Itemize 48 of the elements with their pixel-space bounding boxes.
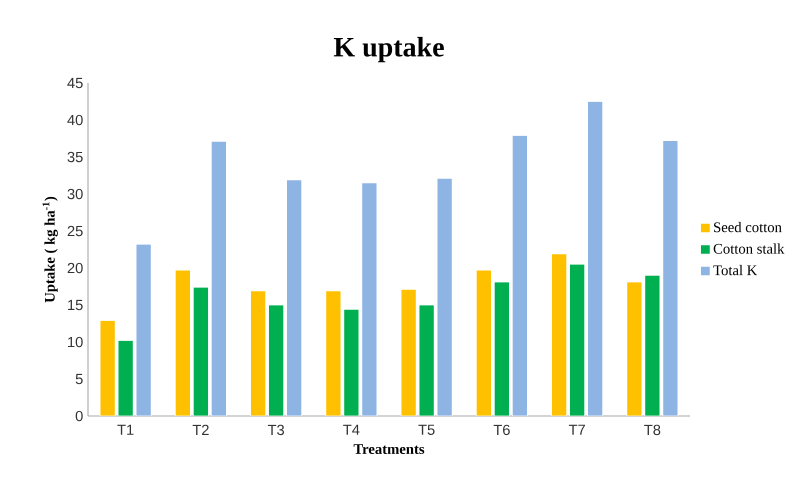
- y-axis-title: Uptake ( kg ha$^{-1}$): [42, 196, 58, 302]
- bar: [569, 264, 585, 416]
- bar: [436, 178, 452, 416]
- y-tick-label: 5: [76, 374, 83, 384]
- legend-label: Total K: [713, 264, 758, 276]
- bar: [662, 140, 678, 416]
- y-tick-label: 25: [68, 226, 83, 236]
- bar: [344, 309, 360, 416]
- bar: [193, 286, 209, 416]
- bar: [644, 275, 660, 416]
- bar: [100, 320, 116, 416]
- bar: [626, 282, 642, 416]
- y-tick-label: 0: [76, 410, 83, 422]
- y-tick-label: 15: [68, 300, 83, 310]
- bar: [286, 180, 302, 416]
- chart-title: K uptake: [334, 36, 444, 62]
- y-tick-label: 45: [67, 78, 83, 88]
- bar: [476, 270, 492, 416]
- bar: [512, 135, 528, 416]
- x-tick-label: T2: [192, 424, 209, 435]
- bar: [175, 270, 191, 416]
- bar: [418, 304, 434, 416]
- x-tick-label: T6: [494, 424, 510, 436]
- bar: [326, 290, 342, 416]
- bar: [250, 290, 266, 416]
- bar: [136, 244, 152, 416]
- y-tick-label: 20: [68, 262, 83, 274]
- x-tick-label: T1: [117, 424, 134, 435]
- bar: [587, 101, 603, 416]
- bar: [362, 182, 378, 416]
- x-tick-label: T8: [644, 424, 660, 436]
- bar: [551, 254, 567, 416]
- x-tick-label: T5: [418, 424, 435, 435]
- x-tick-label: T3: [268, 424, 284, 436]
- x-axis-title: Treatments: [354, 444, 424, 454]
- x-tick-label: T7: [568, 424, 585, 435]
- legend-label: Cotton stalk: [714, 243, 784, 254]
- y-tick-label: 40: [67, 114, 83, 126]
- bar: [494, 282, 510, 416]
- bar: [268, 304, 284, 416]
- legend-label: Seed cotton: [714, 222, 782, 232]
- y-tick-label: 35: [68, 152, 83, 162]
- bar: [400, 289, 416, 416]
- x-tick-label: T4: [343, 424, 360, 435]
- y-tick-label: 10: [68, 336, 83, 348]
- y-tick-label: 30: [68, 188, 83, 200]
- bar: [211, 141, 227, 416]
- bar: [118, 340, 134, 416]
